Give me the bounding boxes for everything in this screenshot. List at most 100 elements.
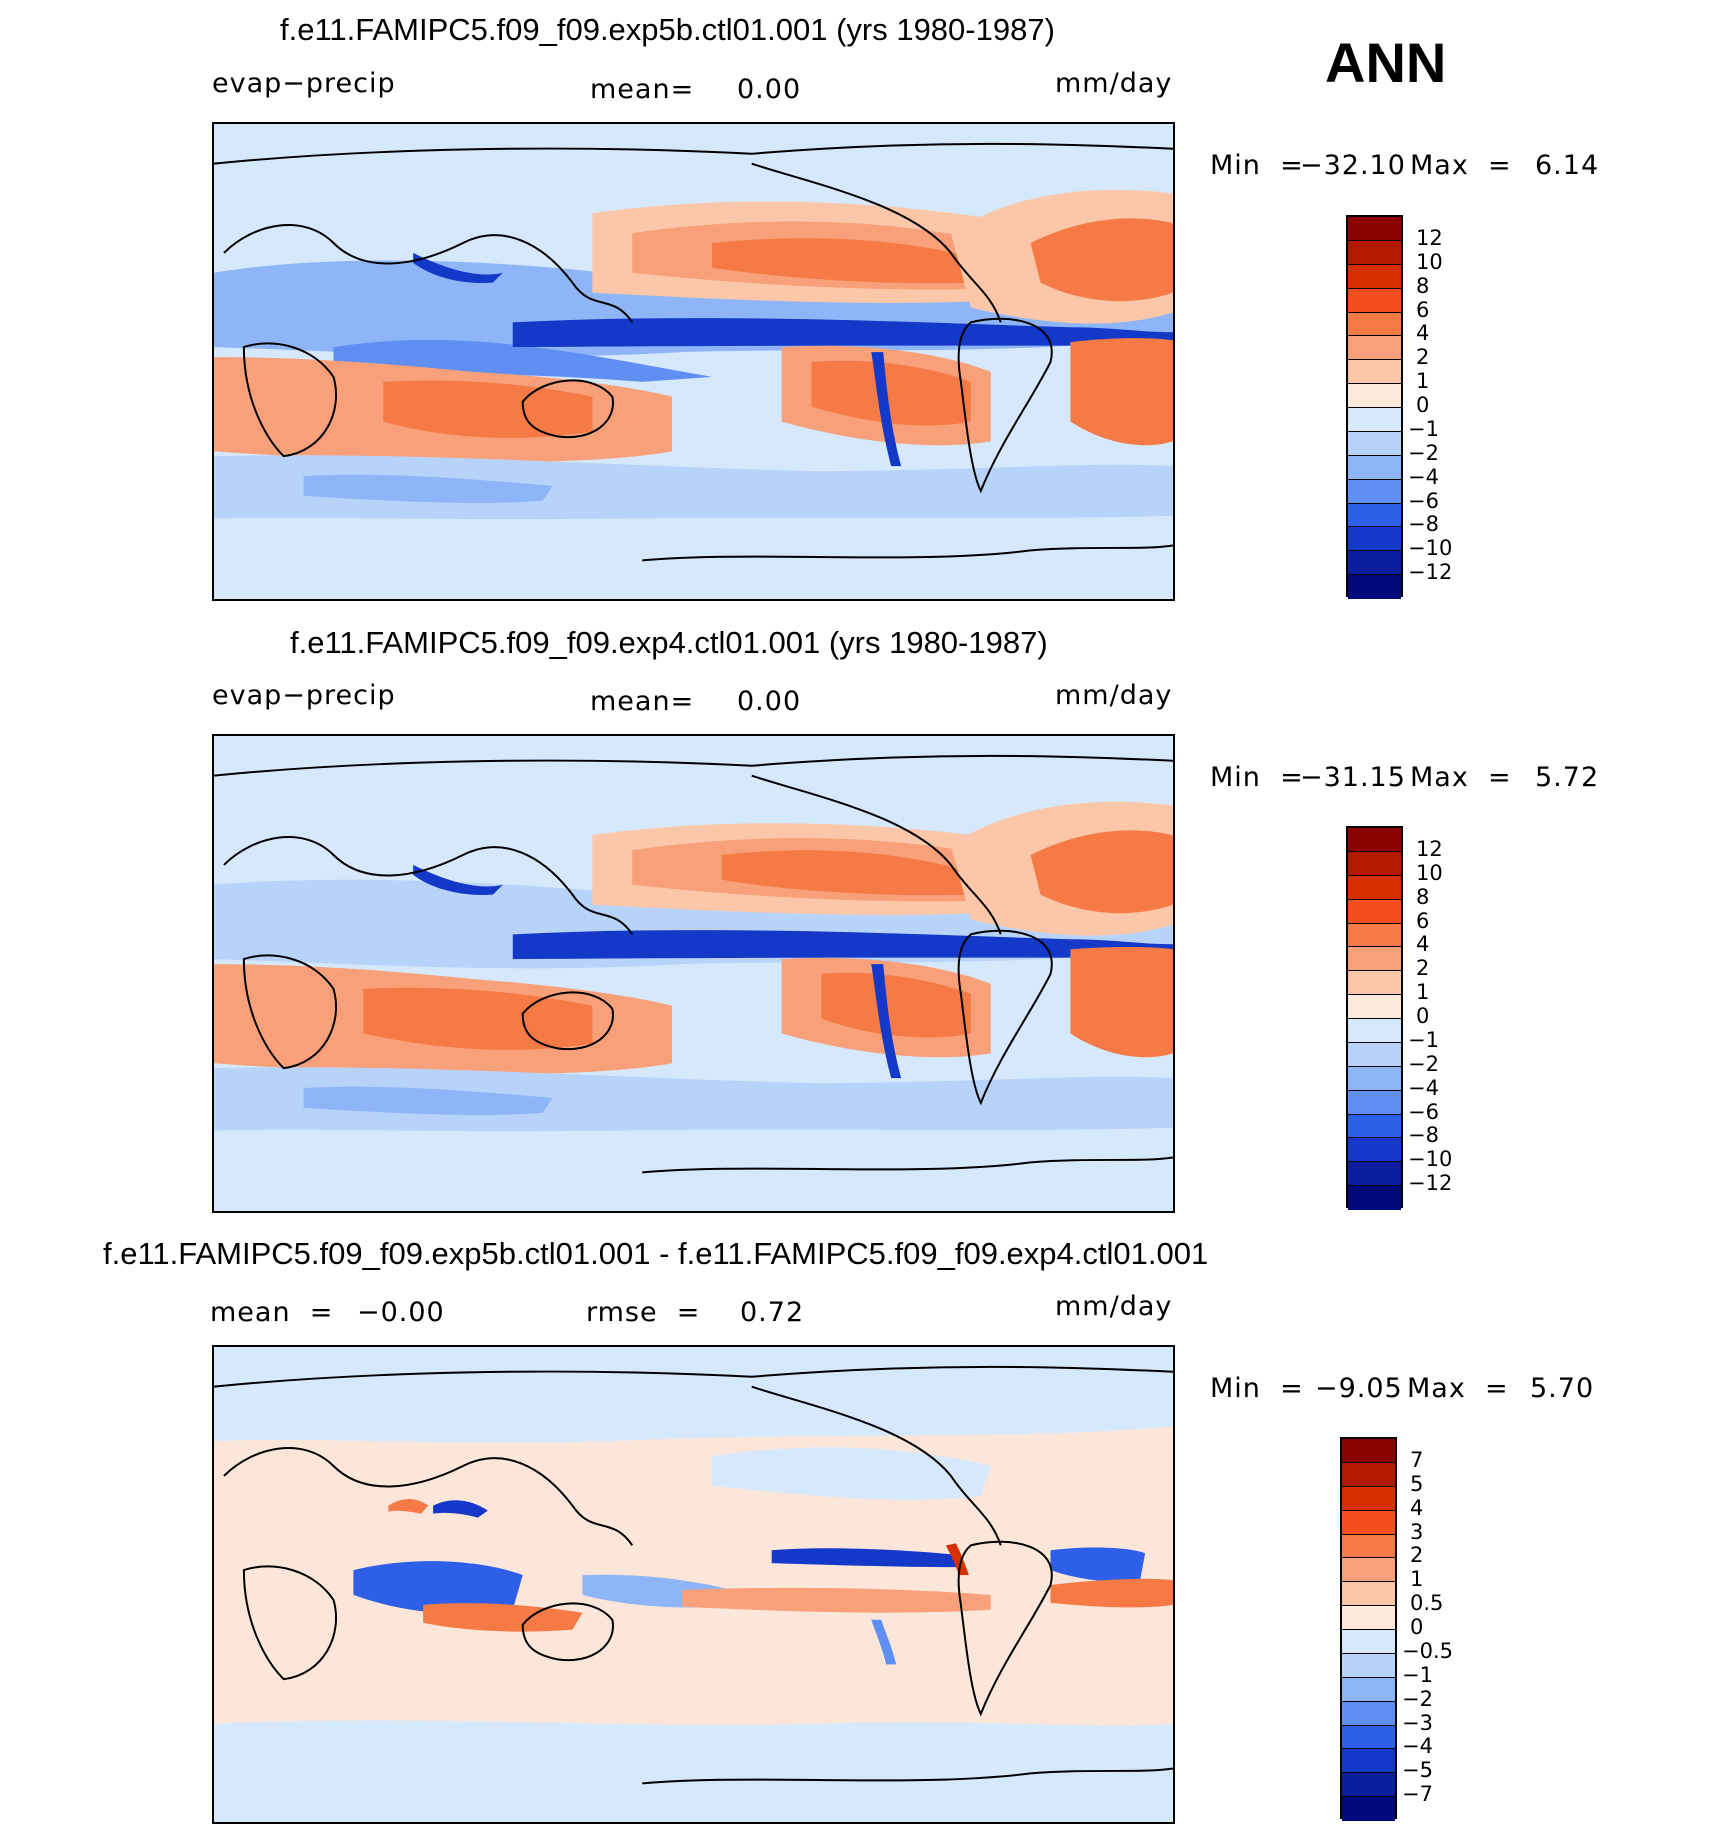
panel2-mean-value: 0.00 bbox=[737, 686, 802, 717]
colorbar-tick-label: −4 bbox=[1408, 1075, 1439, 1100]
panel2-min-value: −31.15 bbox=[1300, 762, 1406, 793]
panel3-min-label: Min = bbox=[1210, 1373, 1304, 1404]
colorbar-tick-label: 12 bbox=[1416, 225, 1443, 250]
colorbar-tick-label: −8 bbox=[1408, 1123, 1439, 1148]
colorbar-tick-label: −1 bbox=[1408, 416, 1439, 441]
colorbar-swatch bbox=[1348, 408, 1401, 432]
colorbar-swatch bbox=[1348, 923, 1401, 948]
panel3-max-value: 5.70 bbox=[1530, 1373, 1595, 1404]
colorbar-swatch bbox=[1348, 217, 1401, 241]
panel3-rmse-value: 0.72 bbox=[740, 1297, 805, 1328]
colorbar-swatch bbox=[1348, 1186, 1401, 1210]
colorbar-tick-label: 0 bbox=[1416, 393, 1430, 417]
colorbar-tick-label: −5 bbox=[1402, 1758, 1433, 1783]
colorbar-tick-label: 8 bbox=[1416, 884, 1430, 909]
colorbar-tick-label: −10 bbox=[1408, 536, 1453, 561]
colorbar-swatch bbox=[1348, 947, 1401, 972]
colorbar-swatch bbox=[1348, 875, 1401, 900]
colorbar-swatch bbox=[1342, 1630, 1395, 1654]
colorbar-swatch bbox=[1348, 1019, 1401, 1043]
colorbar-swatch bbox=[1342, 1749, 1395, 1774]
colorbar-swatch bbox=[1348, 503, 1401, 528]
colorbar-swatch bbox=[1348, 527, 1401, 552]
colorbar-swatch bbox=[1348, 479, 1401, 504]
colorbar-tick-label: −12 bbox=[1408, 1171, 1453, 1196]
panel1-variable: evap−precip bbox=[212, 68, 396, 99]
panel2-map bbox=[212, 734, 1175, 1213]
colorbar-tick-label: −4 bbox=[1408, 464, 1439, 489]
colorbar-tick-label: 4 bbox=[1416, 321, 1430, 346]
panel3-rmse-label: rmse = bbox=[586, 1297, 701, 1328]
panel2-max-value: 5.72 bbox=[1535, 762, 1600, 793]
colorbar-swatch bbox=[1348, 971, 1401, 996]
colorbar-swatch bbox=[1342, 1773, 1395, 1798]
colorbar-swatch bbox=[1342, 1701, 1395, 1726]
season-label: ANN bbox=[1325, 31, 1447, 94]
colorbar-swatch bbox=[1348, 288, 1401, 313]
panel1-map bbox=[212, 122, 1175, 601]
colorbar-swatch bbox=[1348, 1138, 1401, 1163]
panel1-mean-value: 0.00 bbox=[737, 74, 802, 105]
colorbar-swatch bbox=[1342, 1653, 1395, 1678]
colorbar-tick-label: −2 bbox=[1408, 1051, 1439, 1076]
colorbar-tick-label: −4 bbox=[1402, 1734, 1433, 1759]
colorbar-tick-label: −1 bbox=[1402, 1662, 1433, 1687]
panel1-min-label: Min = bbox=[1210, 150, 1304, 181]
colorbar-swatch bbox=[1348, 431, 1401, 456]
colorbar-tick-label: −8 bbox=[1408, 512, 1439, 537]
panel2-units: mm/day bbox=[1055, 680, 1173, 711]
panel3-title: f.e11.FAMIPC5.f09_f09.exp5b.ctl01.001 - … bbox=[103, 1236, 1209, 1271]
panel1-max-value: 6.14 bbox=[1535, 150, 1600, 181]
panel3-mean-value: −0.00 bbox=[357, 1297, 445, 1328]
colorbar-tick-label: −12 bbox=[1408, 560, 1453, 585]
colorbar-tick-label: 2 bbox=[1410, 1543, 1424, 1568]
colorbar-swatch bbox=[1348, 384, 1401, 408]
colorbar-tick-label: 1 bbox=[1410, 1567, 1424, 1592]
colorbar-swatch bbox=[1342, 1439, 1395, 1463]
panel1-mean-label: mean= bbox=[590, 74, 695, 105]
colorbar-tick-label: −2 bbox=[1402, 1686, 1433, 1711]
colorbar-tick-label: 1 bbox=[1416, 369, 1430, 394]
panel2-title: f.e11.FAMIPC5.f09_f09.exp4.ctl01.001 (yr… bbox=[290, 625, 1048, 660]
panel1-colorbar bbox=[1346, 215, 1403, 599]
colorbar-tick-label: −3 bbox=[1402, 1710, 1433, 1735]
colorbar-tick-label: 10 bbox=[1416, 249, 1443, 274]
colorbar-swatch bbox=[1342, 1677, 1395, 1702]
panel3-units: mm/day bbox=[1055, 1291, 1173, 1322]
panel3-field bbox=[214, 1347, 1173, 1822]
colorbar-tick-label: 6 bbox=[1416, 908, 1430, 933]
colorbar-swatch bbox=[1348, 240, 1401, 265]
colorbar-swatch bbox=[1348, 1042, 1401, 1067]
colorbar-swatch bbox=[1348, 575, 1401, 599]
colorbar-swatch bbox=[1348, 1090, 1401, 1115]
panel1-units: mm/day bbox=[1055, 68, 1173, 99]
colorbar-swatch bbox=[1348, 851, 1401, 876]
colorbar-tick-label: 8 bbox=[1416, 273, 1430, 298]
panel1-title: f.e11.FAMIPC5.f09_f09.exp5b.ctl01.001 (y… bbox=[280, 12, 1055, 47]
colorbar-swatch bbox=[1342, 1725, 1395, 1750]
colorbar-swatch bbox=[1348, 551, 1401, 576]
panel3-min-value: −9.05 bbox=[1315, 1373, 1403, 1404]
colorbar-tick-label: −1 bbox=[1408, 1027, 1439, 1052]
colorbar-tick-label: 10 bbox=[1416, 860, 1443, 885]
colorbar-tick-label: −10 bbox=[1408, 1147, 1453, 1172]
panel2-field bbox=[214, 754, 1173, 1174]
colorbar-swatch bbox=[1342, 1582, 1395, 1607]
panel1-min-value: −32.10 bbox=[1300, 150, 1406, 181]
colorbar-swatch bbox=[1342, 1606, 1395, 1630]
colorbar-tick-label: 3 bbox=[1410, 1519, 1424, 1544]
colorbar-swatch bbox=[1342, 1797, 1395, 1821]
panel2-colorbar bbox=[1346, 826, 1403, 1210]
colorbar-swatch bbox=[1348, 1066, 1401, 1091]
colorbar-tick-label: 1 bbox=[1416, 980, 1430, 1005]
colorbar-swatch bbox=[1348, 1162, 1401, 1187]
colorbar-swatch bbox=[1342, 1510, 1395, 1535]
panel2-min-label: Min = bbox=[1210, 762, 1304, 793]
colorbar-tick-label: 5 bbox=[1410, 1471, 1424, 1496]
colorbar-swatch bbox=[1348, 264, 1401, 289]
panel2-max-label: Max = bbox=[1410, 762, 1512, 793]
panel3-colorbar bbox=[1340, 1437, 1397, 1821]
colorbar-tick-label: 12 bbox=[1416, 836, 1443, 861]
colorbar-tick-label: −0.5 bbox=[1402, 1638, 1453, 1663]
colorbar-tick-label: −7 bbox=[1402, 1782, 1433, 1807]
